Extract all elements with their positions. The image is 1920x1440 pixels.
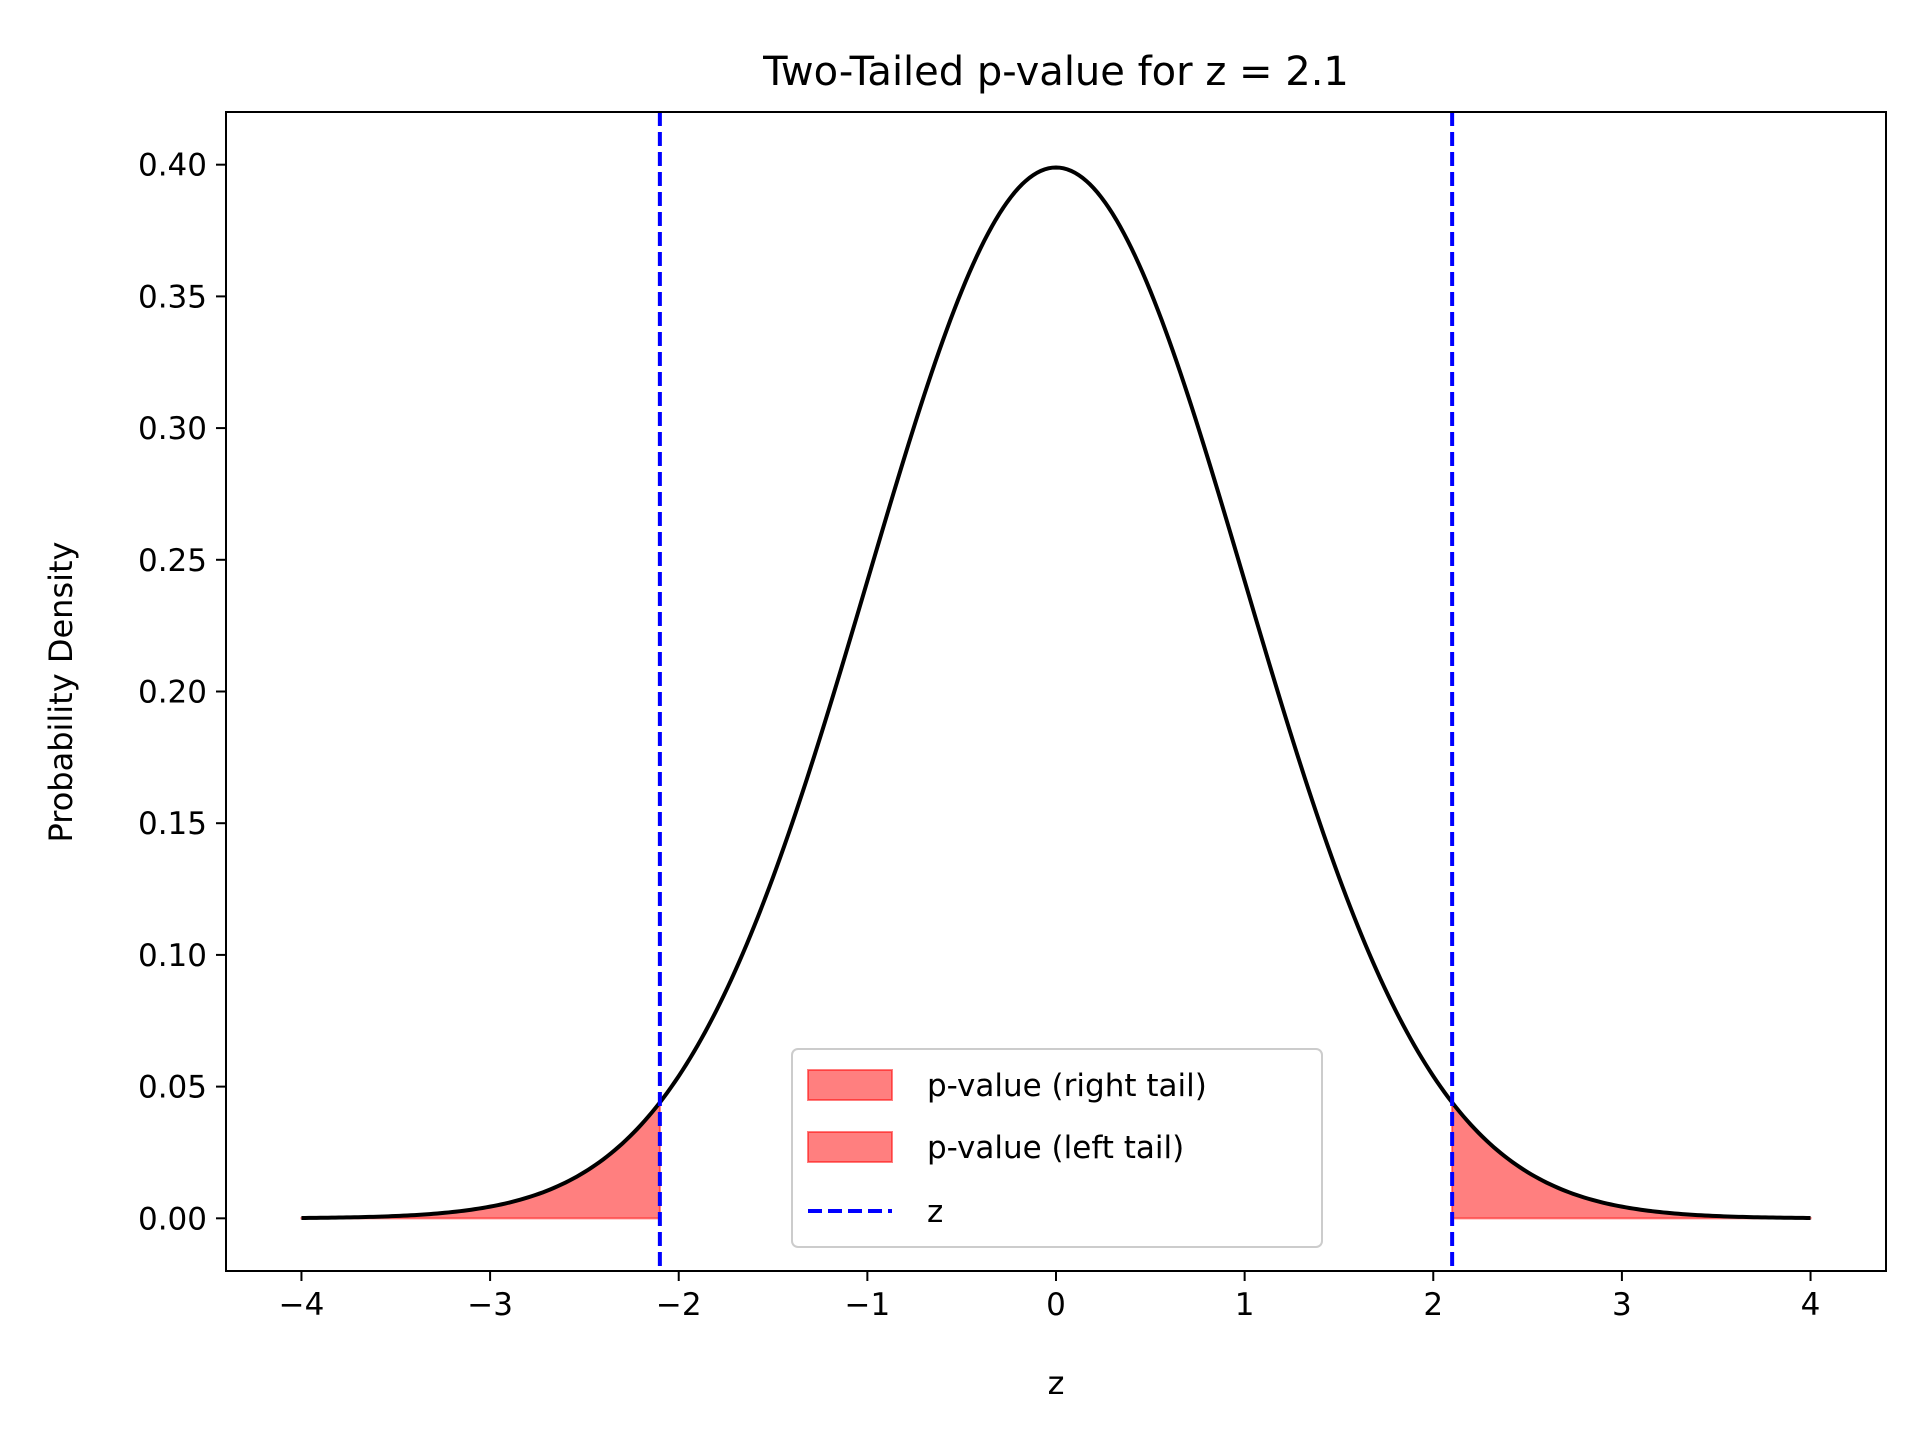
x-tick-label: −2 — [656, 1287, 702, 1323]
legend-label: p-value (right tail) — [927, 1068, 1207, 1104]
legend-swatch-fill — [807, 1069, 893, 1101]
y-axis: 0.00 0.05 0.10 0.15 0.20 0.25 0.30 0.35 0.40 — [138, 148, 226, 1237]
chart-title: Two-Tailed p-value for z = 2.1 — [762, 49, 1349, 95]
legend-label: p-value (left tail) — [927, 1130, 1184, 1166]
x-tick-label: 4 — [1801, 1287, 1821, 1323]
legend-swatch-fill — [807, 1131, 893, 1163]
x-tick-label: 2 — [1423, 1287, 1443, 1323]
x-tick-label: −1 — [845, 1287, 891, 1323]
legend-label: z — [927, 1194, 943, 1230]
x-tick-label: 3 — [1612, 1287, 1632, 1323]
y-tick-label: 0.10 — [138, 938, 207, 974]
x-axis: −4 −3 −2 −1 0 1 2 3 4 — [279, 1271, 1821, 1323]
y-axis-label: Probability Density — [42, 542, 80, 843]
y-tick-label: 0.25 — [138, 543, 207, 579]
legend: p-value (right tail) p-value (left tail) z — [791, 1048, 1323, 1248]
x-tick-label: −4 — [279, 1287, 325, 1323]
x-tick-label: −3 — [467, 1287, 513, 1323]
y-tick-label: 0.00 — [138, 1201, 207, 1237]
density-curve — [301, 165, 1811, 1220]
y-tick-label: 0.35 — [138, 279, 207, 315]
x-tick-label: 1 — [1235, 1287, 1255, 1323]
y-tick-label: 0.40 — [138, 148, 207, 184]
y-tick-label: 0.30 — [138, 411, 207, 447]
y-tick-label: 0.20 — [138, 675, 207, 711]
x-axis-label: z — [1048, 1364, 1065, 1402]
y-tick-label: 0.05 — [138, 1070, 207, 1106]
y-tick-label: 0.15 — [138, 806, 207, 842]
x-tick-label: 0 — [1046, 1287, 1066, 1323]
legend-box — [791, 1048, 1323, 1248]
plot-area — [300, 112, 1812, 1271]
